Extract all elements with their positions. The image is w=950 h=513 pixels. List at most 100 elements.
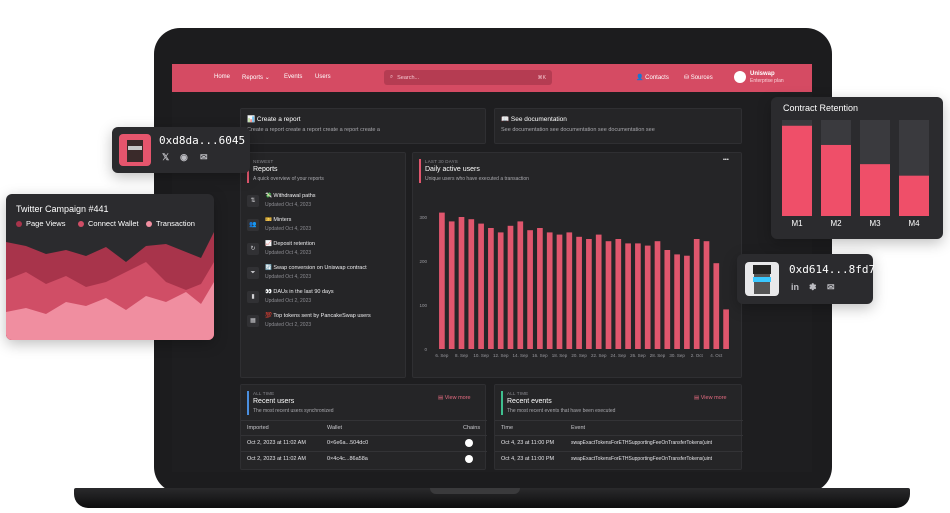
dau-bar[interactable] <box>605 241 612 349</box>
org-logo[interactable] <box>734 71 746 83</box>
x-tick-label: 12. Sep <box>493 353 509 358</box>
dau-bar[interactable] <box>674 254 680 349</box>
dau-bar[interactable] <box>458 217 465 349</box>
dau-bar[interactable] <box>517 221 524 349</box>
dau-bar[interactable] <box>488 228 494 349</box>
create-report-desc: Create a report create a report create a… <box>247 127 380 133</box>
x-tick-label: 6. Sep <box>435 353 449 358</box>
table-cell: swapExactTokensForETHSupportingFeeOnTran… <box>571 456 712 462</box>
campaign-area-chart <box>6 232 214 340</box>
divider <box>241 435 487 436</box>
dau-bar[interactable] <box>713 263 720 349</box>
dau-bar[interactable] <box>664 250 671 349</box>
nav-contacts-label: Contacts <box>645 75 669 81</box>
reports-card: NEWEST Reports A quick overview of your … <box>240 152 406 378</box>
nav-users[interactable]: Users <box>315 74 331 80</box>
dau-bar[interactable] <box>703 241 710 349</box>
retention-label-m1: M1 <box>791 219 803 228</box>
nav-home[interactable]: Home <box>214 74 231 80</box>
dau-bar[interactable] <box>527 230 533 349</box>
recent-users-title: Recent users <box>253 398 295 405</box>
nav-contacts[interactable]: 👤 Contacts <box>636 74 669 81</box>
report-list-item[interactable]: ↻ 📈 Deposit retention Updated Oct 4, 2023 <box>247 241 397 263</box>
recent-events-title: Recent events <box>507 398 552 405</box>
nav-sources[interactable]: ⛁ Sources <box>684 74 713 81</box>
mail-icon[interactable]: ✉ <box>200 152 208 162</box>
report-list-item[interactable]: ⏷ 🔄 Swap conversion on Uniswap contract Up… <box>247 265 397 287</box>
report-list-item[interactable]: ⇅ 💸 Withdrawal paths Updated Oct 4, 2023 <box>247 193 397 215</box>
wallet-profile-card-a[interactable]: 0xd8da...6045 𝕏 ◉ ✉ <box>112 127 250 173</box>
x-tick-label: 10. Sep <box>473 353 489 358</box>
table-cell[interactable]: 0×4c4c...86a58a <box>327 456 368 462</box>
table-cell: Oct 2, 2023 at 11:02 AM <box>247 456 306 462</box>
dau-bar[interactable] <box>507 225 514 349</box>
retention-bar[interactable] <box>782 125 812 216</box>
dau-bar[interactable] <box>586 239 592 349</box>
dau-bar[interactable] <box>723 309 729 349</box>
ethereum-icon <box>465 439 473 447</box>
linkedin-icon[interactable]: in <box>791 282 799 292</box>
lens-icon[interactable]: ✽ <box>809 282 817 292</box>
laptop-notch <box>430 488 520 494</box>
nav-reports-label: Reports <box>242 75 264 81</box>
divider <box>241 420 487 421</box>
reports-title: Reports <box>253 166 278 173</box>
recent-users-card: ALL TIME Recent users The most recent us… <box>240 384 487 470</box>
report-icon: ▦ <box>247 315 259 327</box>
retention-bar[interactable] <box>899 175 929 216</box>
report-list-item[interactable]: ▮ 👀 DAUs in the last 90 days Updated Oct 2… <box>247 289 397 311</box>
dau-bar[interactable] <box>556 234 563 349</box>
dau-bar[interactable] <box>644 245 651 349</box>
reports-overline: NEWEST <box>253 159 274 164</box>
report-list-item[interactable]: 👥 🎫 Minters Updated Oct 4, 2023 <box>247 217 397 239</box>
app-screen: Home Reports ⌄ Events Users ⌕ Search... … <box>172 64 812 472</box>
y-tick-label: 200 <box>419 259 427 264</box>
retention-bar[interactable] <box>860 164 890 216</box>
search-input[interactable]: ⌕ Search... ⌘K <box>384 70 552 85</box>
dau-bar[interactable] <box>635 243 641 349</box>
recent-users-view-more[interactable]: ▤ View more <box>438 395 471 401</box>
col-chains: Chains <box>463 425 481 431</box>
documentation-card[interactable]: 📖 See documentation See documentation se… <box>494 108 742 144</box>
dau-bar[interactable] <box>497 232 504 349</box>
dau-bar[interactable] <box>537 228 543 349</box>
dau-bar[interactable] <box>576 236 582 349</box>
mail-icon[interactable]: ✉ <box>827 282 835 292</box>
recent-users-overline: ALL TIME <box>253 391 275 396</box>
x-icon[interactable]: 𝕏 <box>162 152 170 162</box>
report-updated-date: Updated Oct 4, 2023 <box>265 274 312 280</box>
search-icon: ⌕ <box>390 74 394 80</box>
dau-menu-icon[interactable]: ••• <box>723 157 729 163</box>
dau-bar[interactable] <box>595 234 602 349</box>
report-list-item[interactable]: ▦ 💯 Top tokens sent by PancakeSwap users U… <box>247 313 397 335</box>
nav-reports[interactable]: Reports ⌄ <box>242 74 270 81</box>
dau-bar[interactable] <box>684 255 690 349</box>
dau-bar[interactable] <box>468 219 475 349</box>
dau-bar[interactable] <box>615 239 622 349</box>
nav-events[interactable]: Events <box>284 74 303 80</box>
report-name: 🎫 Minters <box>265 217 292 223</box>
recent-users-subtitle: The most recent users synchronized <box>253 408 334 414</box>
table-cell[interactable]: 0×6e6a...504dc0 <box>327 440 369 446</box>
report-updated-date: Updated Oct 2, 2023 <box>265 322 312 328</box>
dau-bar[interactable] <box>478 223 484 349</box>
retention-bar[interactable] <box>821 144 851 216</box>
dau-bar[interactable] <box>546 232 553 349</box>
create-report-card[interactable]: 📊 Create a report Create a report create… <box>240 108 486 144</box>
documentation-title: 📖 See documentation <box>501 116 567 123</box>
discord-icon[interactable]: ◉ <box>180 152 188 162</box>
dau-bar[interactable] <box>439 212 445 349</box>
dau-bar[interactable] <box>625 243 631 349</box>
report-updated-date: Updated Oct 4, 2023 <box>265 202 312 208</box>
dau-bar[interactable] <box>566 232 573 349</box>
divider <box>495 435 743 436</box>
dau-bar[interactable] <box>448 221 455 349</box>
report-name: 💸 Withdrawal paths <box>265 193 316 199</box>
dau-bar[interactable] <box>654 241 661 349</box>
divider <box>495 451 743 452</box>
dau-bar[interactable] <box>693 239 700 349</box>
recent-events-view-more[interactable]: ▤ View more <box>694 395 727 401</box>
wallet-profile-card-b[interactable]: 0xd614...8fd7 in ✽ ✉ <box>737 254 875 304</box>
x-tick-label: 24. Sep <box>611 353 627 358</box>
